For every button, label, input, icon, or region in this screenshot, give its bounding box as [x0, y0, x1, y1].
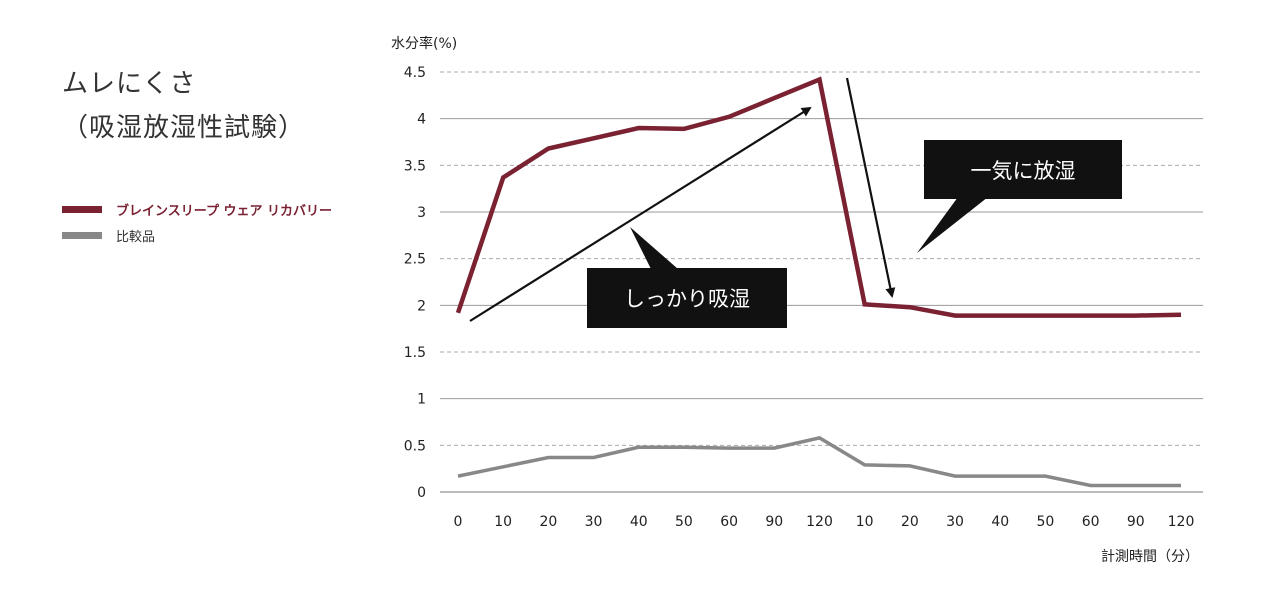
y-axis-title: 水分率(%)	[391, 35, 457, 52]
x-tick-label: 0	[454, 514, 463, 530]
release-callout-box	[924, 140, 1122, 199]
x-tick-label: 50	[1037, 514, 1055, 530]
x-tick-label: 60	[1082, 514, 1100, 530]
y-tick-label: 4.5	[404, 65, 426, 81]
legend-swatch-comparison	[62, 231, 102, 239]
absorb-callout-text: しっかり吸湿	[624, 287, 750, 311]
x-tick-label: 90	[1127, 514, 1145, 530]
legend-label-comparison: 比較品	[116, 229, 156, 245]
y-tick-label: 3.5	[404, 158, 426, 174]
y-tick-label: 1	[417, 392, 426, 408]
x-tick-label: 50	[675, 514, 693, 530]
x-tick-label: 20	[539, 514, 557, 530]
y-tick-label: 0	[417, 485, 426, 501]
title-line-1: ムレにくさ	[62, 69, 197, 99]
release-callout-pointer	[917, 197, 988, 253]
x-tick-label: 40	[630, 514, 648, 530]
x-axis-title: 計測時間（分）	[1101, 549, 1199, 565]
axis-layer: 0 0.5 1 1.5 2 2.5 3 3.5 4 4.5 0 10 20 30 40 50 60 90 120 10…	[391, 35, 1199, 565]
legend-item-comparison: 比較品	[62, 222, 332, 248]
y-tick-label: 3	[417, 205, 426, 221]
x-tick-label: 30	[585, 514, 603, 530]
x-tick-label: 40	[991, 514, 1009, 530]
x-tick-label: 20	[901, 514, 919, 530]
x-tick-label: 120	[806, 514, 833, 530]
x-tick-label: 90	[765, 514, 783, 530]
absorb-callout-pointer	[630, 227, 678, 269]
y-tick-label: 2.5	[404, 252, 426, 268]
x-tick-label: 10	[856, 514, 874, 530]
y-tick-label: 0.5	[404, 438, 426, 454]
x-tick-label: 60	[720, 514, 738, 530]
y-tick-label: 1.5	[404, 345, 426, 361]
annotation-layer: しっかり吸湿 一気に放湿	[469, 77, 1122, 328]
x-tick-label: 10	[494, 514, 512, 530]
legend: ブレインスリープ ウェア リカバリー 比較品	[62, 196, 332, 248]
x-tick-label: 120	[1168, 514, 1195, 530]
x-tick-label: 30	[946, 514, 964, 530]
legend-item-main: ブレインスリープ ウェア リカバリー	[62, 196, 332, 222]
grid-layer	[440, 71, 1203, 493]
release-arrow	[845, 77, 896, 298]
release-callout-text: 一気に放湿	[971, 159, 1076, 183]
y-tick-label: 4	[417, 112, 426, 128]
absorb-callout-box	[587, 268, 787, 328]
y-tick-label: 2	[417, 298, 426, 314]
legend-label-main: ブレインスリープ ウェア リカバリー	[116, 203, 333, 219]
series-layer	[455, 76, 1182, 488]
legend-swatch-main	[62, 205, 102, 213]
absorb-arrow	[469, 106, 812, 322]
chart-title: ムレにくさ （吸湿放湿性試験）	[62, 62, 305, 150]
title-line-2: （吸湿放湿性試験）	[62, 113, 306, 143]
